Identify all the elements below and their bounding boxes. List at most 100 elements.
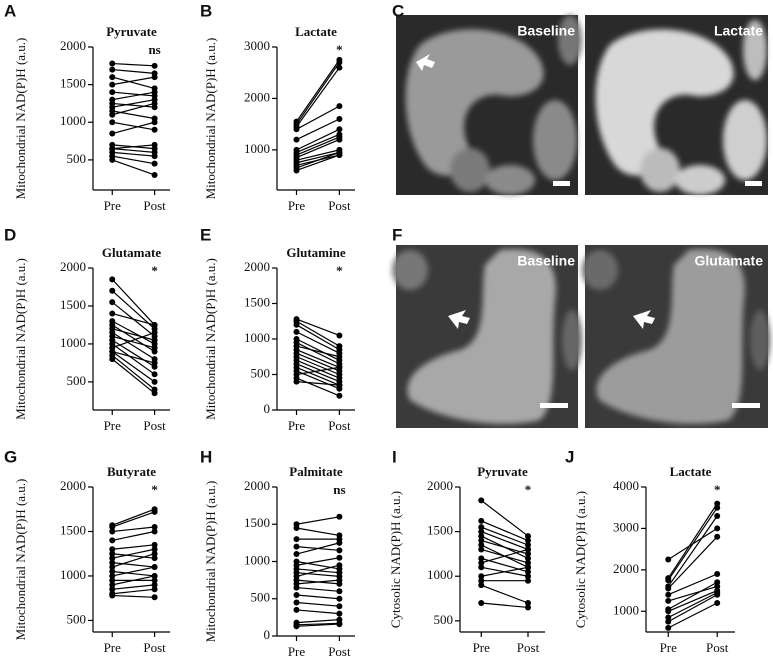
data-point (665, 585, 672, 592)
data-point (109, 89, 116, 96)
pair-line (296, 331, 340, 354)
x-tick-label: Post (328, 418, 351, 433)
pair-line (296, 564, 340, 577)
pair-line (296, 516, 340, 525)
pair-line (112, 553, 155, 559)
data-point (151, 594, 158, 601)
pair-line (296, 557, 340, 566)
panel-letter: H (200, 447, 212, 466)
y-tick-label: 2000 (60, 259, 86, 274)
y-tick-label: 1000 (244, 552, 270, 567)
y-tick-label: 1000 (60, 335, 86, 350)
y-tick-label: 3000 (613, 519, 639, 534)
pair-line (296, 586, 340, 592)
pair-line (112, 148, 155, 153)
data-point (151, 119, 158, 126)
micrograph (392, 245, 582, 428)
pair-line (112, 99, 155, 108)
pair-line (481, 566, 529, 577)
data-point (293, 378, 300, 385)
data-point (109, 60, 116, 67)
data-point (714, 600, 721, 606)
pair-line (296, 105, 340, 130)
data-point (151, 62, 158, 69)
data-point (525, 550, 531, 557)
data-point (151, 337, 158, 344)
data-point (293, 167, 300, 174)
data-point (336, 562, 343, 569)
data-point (109, 310, 116, 317)
data-point (151, 390, 158, 397)
data-point (151, 581, 158, 588)
pair-line (481, 584, 529, 604)
pair-line (296, 59, 340, 122)
data-point (336, 595, 343, 602)
panel-letter: J (565, 447, 574, 466)
data-point (151, 89, 158, 96)
chart-title: Lactate (670, 464, 712, 479)
micrograph (585, 15, 768, 195)
y-tick-label: 500 (67, 373, 87, 388)
chart-title: Palmitate (289, 464, 343, 479)
data-point (151, 378, 158, 385)
pair-line (111, 290, 156, 330)
data-point (293, 623, 300, 630)
y-tick-label: 0 (264, 627, 271, 642)
y-axis-label: Mitochondrial NAD(P)H (a.u.) (203, 258, 218, 420)
y-tick-label: 1000 (427, 567, 453, 582)
pair-line (112, 562, 155, 568)
y-tick-label: 1500 (60, 522, 86, 537)
significance: * (714, 482, 721, 497)
data-point (665, 577, 672, 584)
pair-line (296, 594, 340, 600)
data-point (478, 542, 485, 548)
x-tick-label: Pre (104, 418, 122, 433)
pair-line (112, 312, 155, 326)
pair-line (112, 155, 155, 165)
data-point (714, 579, 721, 586)
image-label: Baseline (517, 253, 575, 269)
data-point (336, 392, 343, 399)
data-point (478, 533, 485, 540)
data-point (151, 564, 158, 571)
pair-line (111, 278, 156, 326)
significance: * (151, 482, 158, 497)
pair-line (111, 332, 155, 360)
data-point (665, 624, 672, 631)
y-tick-label: 0 (264, 401, 271, 416)
data-point (525, 568, 531, 575)
data-point (293, 136, 300, 143)
data-point (293, 606, 300, 613)
data-point (336, 136, 343, 143)
pair-line (296, 151, 340, 164)
data-point (151, 586, 158, 593)
pair-line (296, 363, 340, 383)
data-point (336, 603, 343, 610)
pair-line (296, 62, 340, 125)
y-tick-label: 1000 (244, 330, 270, 345)
pair-line (296, 128, 340, 151)
data-point (151, 528, 158, 535)
data-point (336, 539, 343, 546)
data-point (525, 604, 531, 611)
y-tick-label: 500 (67, 151, 87, 166)
pair-line (112, 566, 155, 577)
x-tick-label: Post (328, 198, 351, 213)
data-point (478, 582, 485, 589)
pair-line (296, 320, 340, 347)
pair-line (112, 526, 155, 533)
data-point (525, 533, 531, 540)
pair-line (296, 67, 340, 128)
data-point (665, 614, 672, 621)
x-tick-label: Pre (104, 198, 122, 213)
pair-line (112, 570, 155, 577)
data-point (714, 525, 721, 532)
pair-line (112, 144, 155, 150)
pair-line (112, 102, 155, 108)
data-point (109, 119, 116, 126)
pair-line (296, 572, 340, 577)
pair-line (667, 581, 718, 610)
chart-title: Glutamine (286, 245, 345, 260)
image-label: Lactate (714, 23, 763, 39)
pair-line (296, 136, 340, 156)
